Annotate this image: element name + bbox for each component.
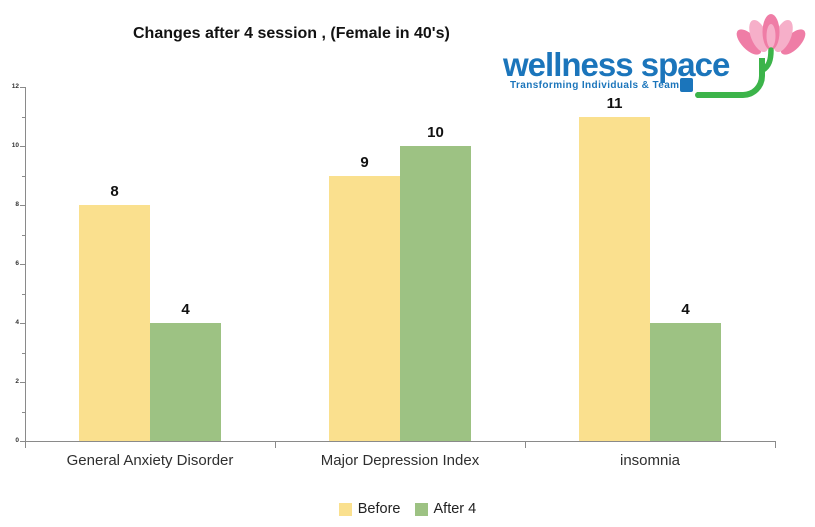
x-axis-tick <box>25 442 26 448</box>
chart-legend: Before After 4 <box>0 501 815 517</box>
bar-value-label: 4 <box>681 301 690 318</box>
bar-value-label: 4 <box>181 301 190 318</box>
y-axis-minor-tick <box>22 176 25 177</box>
legend-item-after: After 4 <box>414 501 477 517</box>
logo-square-mark <box>680 78 693 92</box>
y-axis-minor-tick <box>22 117 25 118</box>
chart-title: Changes after 4 session , (Female in 40'… <box>133 25 450 42</box>
category-label-1: General Anxiety Disorder <box>66 452 234 469</box>
y-axis-minor-tick <box>22 294 25 295</box>
legend-label-after: After 4 <box>433 501 477 517</box>
legend-item-before: Before <box>338 501 401 517</box>
y-axis-minor-tick <box>22 412 25 413</box>
bar-after-4-2 <box>400 146 471 441</box>
category-label-2: Major Depression Index <box>320 452 480 469</box>
lotus-flower-icon <box>735 10 807 79</box>
y-axis-major-tick <box>20 205 25 206</box>
y-axis-major-tick <box>20 441 25 442</box>
y-axis-label: 10 <box>11 142 19 149</box>
bar-before-2 <box>329 176 400 441</box>
y-axis-minor-tick <box>22 235 25 236</box>
x-axis-line <box>25 441 776 442</box>
legend-swatch-before <box>338 502 352 516</box>
y-axis-major-tick <box>20 323 25 324</box>
y-axis-label: 6 <box>15 260 19 267</box>
bar-value-label: 9 <box>360 154 369 171</box>
x-axis-tick <box>275 442 276 448</box>
y-axis-major-tick <box>20 146 25 147</box>
x-axis-tick <box>775 442 776 448</box>
bar-after-4-3 <box>650 323 721 441</box>
y-axis-major-tick <box>20 87 25 88</box>
y-axis-label: 8 <box>15 201 19 208</box>
logo-stem-swoosh <box>695 58 765 98</box>
bar-value-label: 11 <box>606 95 623 112</box>
y-axis-line <box>25 87 26 441</box>
logo-tagline-text: Transforming Individuals & Teams <box>510 80 686 91</box>
y-axis-label: 0 <box>15 437 19 444</box>
bar-after-4-1 <box>150 323 221 441</box>
legend-label-before: Before <box>357 501 401 517</box>
wellness-space-logo: wellness space Transforming Individuals … <box>495 10 810 100</box>
y-axis-label: 4 <box>15 319 19 326</box>
x-axis-tick <box>525 442 526 448</box>
y-axis-minor-tick <box>22 353 25 354</box>
bar-before-3 <box>579 117 650 441</box>
bar-before-1 <box>79 205 150 441</box>
bar-value-label: 8 <box>110 183 119 200</box>
bar-value-label: 10 <box>427 124 444 141</box>
legend-swatch-after <box>414 502 428 516</box>
y-axis-major-tick <box>20 264 25 265</box>
y-axis-major-tick <box>20 382 25 383</box>
y-axis-label: 2 <box>15 378 19 385</box>
y-axis-label: 12 <box>11 83 19 90</box>
logo-brand-text: wellness space <box>503 46 730 83</box>
category-label-3: insomnia <box>619 452 681 469</box>
